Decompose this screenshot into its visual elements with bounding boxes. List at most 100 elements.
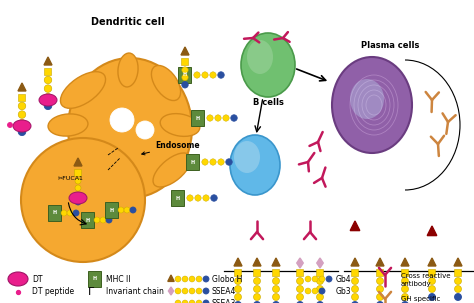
Circle shape [305, 288, 311, 294]
Circle shape [136, 121, 154, 139]
Circle shape [297, 285, 303, 292]
Circle shape [317, 285, 323, 292]
Circle shape [182, 288, 188, 294]
Circle shape [428, 278, 436, 285]
Circle shape [401, 285, 409, 292]
Circle shape [317, 301, 323, 303]
Text: B cells: B cells [253, 98, 283, 107]
Circle shape [215, 115, 221, 121]
Circle shape [305, 276, 311, 282]
Circle shape [376, 285, 383, 292]
Ellipse shape [13, 120, 31, 132]
Circle shape [182, 276, 188, 282]
Ellipse shape [114, 174, 136, 210]
Bar [254, 268, 261, 275]
Circle shape [428, 285, 436, 292]
Polygon shape [351, 258, 359, 266]
Bar [172, 190, 184, 206]
Ellipse shape [60, 72, 106, 108]
Circle shape [273, 294, 280, 301]
Point [14, 290, 22, 295]
Circle shape [352, 301, 358, 303]
Circle shape [235, 301, 241, 303]
Polygon shape [454, 258, 462, 266]
Circle shape [376, 294, 383, 301]
Text: Globo H: Globo H [212, 275, 242, 284]
Circle shape [401, 301, 409, 303]
Text: H: H [53, 211, 57, 215]
Ellipse shape [358, 85, 390, 125]
Ellipse shape [350, 75, 398, 135]
Circle shape [211, 195, 217, 201]
Text: Cross reactive
antibody: Cross reactive antibody [401, 273, 450, 287]
Circle shape [317, 278, 323, 285]
Circle shape [196, 288, 202, 294]
Circle shape [210, 159, 216, 165]
Circle shape [273, 278, 280, 285]
Circle shape [100, 217, 106, 223]
Circle shape [175, 288, 181, 294]
Polygon shape [427, 226, 437, 236]
Text: SSEA4: SSEA4 [212, 287, 237, 295]
Circle shape [18, 111, 26, 118]
Ellipse shape [247, 40, 273, 74]
Polygon shape [168, 287, 173, 295]
Circle shape [202, 72, 208, 78]
Ellipse shape [153, 153, 191, 187]
Circle shape [194, 72, 200, 78]
Text: H: H [93, 277, 97, 281]
Circle shape [106, 217, 112, 223]
Text: DT: DT [32, 275, 43, 284]
Circle shape [319, 276, 325, 282]
Bar [18, 94, 26, 101]
Ellipse shape [160, 114, 200, 136]
Polygon shape [253, 258, 261, 266]
Ellipse shape [234, 141, 260, 173]
Bar [179, 67, 191, 83]
Circle shape [428, 294, 436, 301]
Bar [45, 68, 52, 75]
Ellipse shape [68, 58, 192, 198]
Text: H: H [86, 218, 90, 222]
Circle shape [187, 195, 193, 201]
Circle shape [401, 278, 409, 285]
Circle shape [223, 115, 229, 121]
Circle shape [175, 300, 181, 303]
Circle shape [455, 285, 462, 292]
Ellipse shape [332, 57, 412, 153]
Circle shape [182, 74, 188, 81]
Text: H: H [191, 159, 195, 165]
Text: H: H [183, 72, 187, 78]
Circle shape [376, 278, 383, 285]
Bar [48, 205, 62, 221]
Circle shape [297, 278, 303, 285]
Text: Endosome: Endosome [142, 141, 200, 155]
Circle shape [182, 67, 188, 73]
Circle shape [75, 199, 81, 205]
Polygon shape [234, 258, 242, 266]
Circle shape [312, 288, 318, 294]
Bar [89, 271, 101, 287]
Circle shape [376, 301, 383, 303]
Circle shape [218, 72, 224, 78]
Polygon shape [297, 258, 303, 268]
Circle shape [130, 207, 136, 213]
Circle shape [18, 119, 26, 127]
Circle shape [195, 195, 201, 201]
Circle shape [75, 178, 81, 184]
Ellipse shape [362, 90, 386, 120]
Circle shape [202, 159, 208, 165]
Bar [186, 154, 200, 170]
Text: MHC II: MHC II [106, 275, 130, 284]
Text: ✂FUCA1: ✂FUCA1 [58, 175, 84, 181]
Text: H: H [196, 115, 200, 121]
Polygon shape [350, 221, 360, 231]
Circle shape [203, 288, 209, 294]
Circle shape [18, 102, 26, 110]
Circle shape [44, 93, 52, 101]
Circle shape [61, 210, 67, 216]
Circle shape [254, 301, 261, 303]
Circle shape [235, 285, 241, 292]
Text: DT peptide: DT peptide [32, 288, 74, 297]
Circle shape [326, 276, 332, 282]
